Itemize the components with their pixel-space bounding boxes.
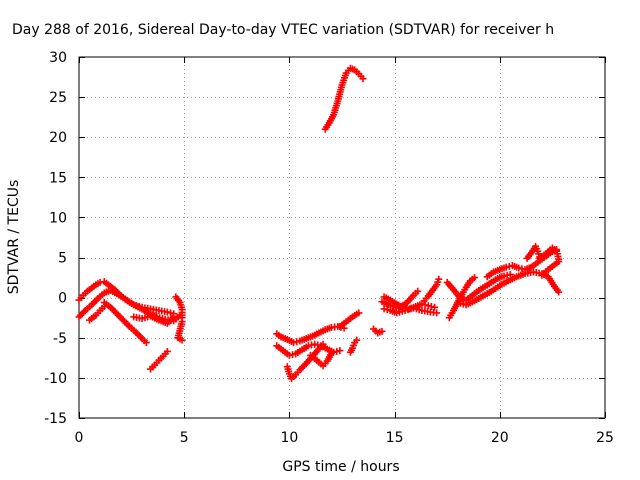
data-point-arc-p — [424, 302, 432, 310]
data-point-arc-c — [142, 339, 150, 347]
data-point-arc-l — [355, 309, 363, 317]
data-point-arc-d — [100, 302, 108, 310]
data-point-arc-u — [503, 271, 511, 279]
data-point-arc-g — [170, 313, 178, 321]
data-point-arc-e — [163, 347, 171, 355]
data-point-arc-z — [555, 258, 563, 266]
data-point-arc-t — [471, 274, 479, 282]
x-tick-label: 10 — [280, 430, 298, 446]
data-point-arc-j — [319, 340, 327, 348]
data-point-arc-a — [96, 278, 104, 286]
y-tick-label: 20 — [49, 130, 67, 146]
data-point-arc-h — [290, 339, 298, 347]
chart-title: Day 288 of 2016, Sidereal Day-to-day VTE… — [12, 22, 554, 38]
plot-frame — [78, 56, 606, 419]
y-tick-labels: -15 -10 -5 0 5 10 15 20 25 30 — [44, 50, 67, 427]
data-point-arc-q — [433, 309, 441, 317]
data-point-arc-a — [167, 309, 175, 317]
axis-ticks — [79, 57, 606, 419]
data-point-arc-r — [414, 287, 422, 295]
data-point-arc-u — [500, 272, 508, 280]
x-tick-label: 0 — [75, 430, 84, 446]
y-axis-label: SDTVAR / TECUs — [6, 180, 22, 295]
x-tick-label: 15 — [386, 430, 404, 446]
data-point-arc-q — [383, 306, 391, 314]
data-point-arc-i — [285, 351, 293, 359]
data-point-arc-p — [427, 302, 435, 310]
data-point-arc-i — [304, 342, 312, 350]
data-points — [75, 64, 563, 383]
y-tick-label: -5 — [53, 331, 67, 347]
data-point-arc-v — [555, 288, 563, 296]
x-axis-label: GPS time / hours — [282, 459, 399, 475]
data-point-arc-a — [163, 308, 171, 316]
y-tick-label: 15 — [49, 170, 67, 186]
x-tick-label: 25 — [596, 430, 614, 446]
x-tick-labels: 0 5 10 15 20 25 — [75, 430, 614, 446]
data-point-arc-i — [289, 351, 297, 359]
y-tick-label: 10 — [49, 210, 67, 226]
y-tick-label: 5 — [58, 251, 67, 267]
y-tick-label: -15 — [44, 411, 67, 427]
data-point-arc-i — [333, 347, 341, 355]
x-tick-label: 5 — [180, 430, 189, 446]
data-point-arc-w — [515, 264, 523, 272]
data-point-arc-w — [502, 263, 510, 271]
y-tick-label: 25 — [49, 90, 67, 106]
x-tick-label: 20 — [491, 430, 509, 446]
data-point-arc-f — [178, 336, 186, 344]
data-point-arc-i — [336, 347, 344, 355]
data-point-arc-s — [435, 275, 443, 283]
data-point-arc-n — [359, 75, 367, 83]
y-tick-label: 30 — [49, 50, 67, 66]
data-point-arc-m — [353, 336, 361, 344]
data-point-arc-q — [380, 305, 388, 313]
data-point-arc-p — [431, 303, 439, 311]
data-point-arc-i — [311, 340, 319, 348]
data-point-arc-o — [378, 327, 386, 335]
data-point-arc-k — [327, 349, 335, 357]
data-point-arc-h — [293, 338, 301, 346]
y-tick-label: -10 — [44, 371, 67, 387]
y-tick-label: 0 — [58, 291, 67, 307]
data-point-arc-p — [421, 301, 429, 309]
data-point-arc-i — [307, 341, 315, 349]
